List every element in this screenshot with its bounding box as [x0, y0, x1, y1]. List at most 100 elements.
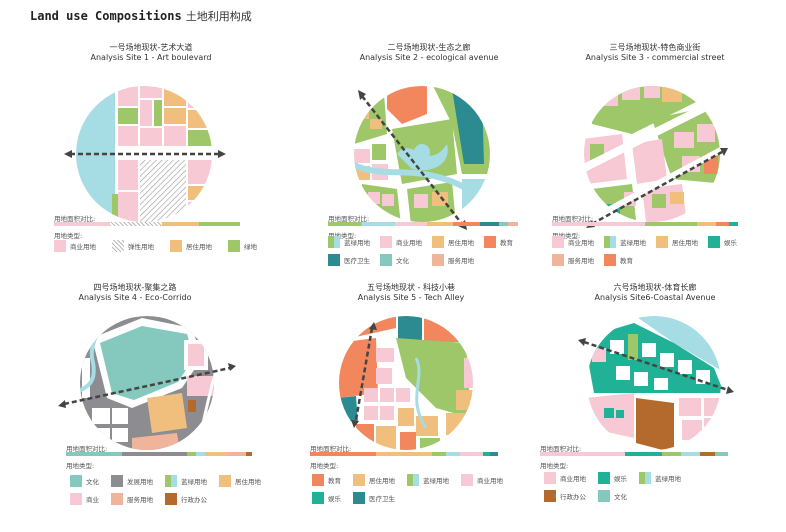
ratio-segment-culture [66, 452, 122, 456]
legend-label: 教育 [328, 477, 341, 485]
legend-item: 娱乐 [708, 236, 737, 248]
ratio-segment-residential [697, 222, 716, 226]
legend-4: 文化 发展用地 蓝绿用地 居住用地 商业 服务用地 行政办公 [70, 475, 261, 505]
legend-swatch [598, 490, 610, 502]
legend-item: 服务用地 [552, 254, 594, 266]
legend-swatch [165, 475, 177, 487]
ratio-segment-entertainment [482, 452, 491, 456]
ratio-segment-residential [161, 222, 200, 226]
site-map-4 [58, 316, 236, 450]
legend-swatch [598, 472, 610, 484]
legend-item: 服务用地 [432, 254, 474, 266]
legend-item: 医疗卫生 [328, 254, 370, 266]
legend-swatch [639, 472, 651, 484]
legend-swatch [708, 236, 720, 248]
legend-label: 弹性用地 [128, 243, 154, 251]
legend-item: 蓝绿用地 [407, 474, 449, 486]
legend-label: 医疗卫生 [344, 257, 370, 265]
legend-item: 蓝绿用地 [165, 475, 207, 487]
legend-swatch [544, 490, 556, 502]
legend-label: 发展用地 [127, 478, 153, 486]
ratio-segment-commercial [540, 452, 625, 456]
legend-item: 文化 [70, 475, 99, 487]
ratio-segment-education [715, 222, 729, 226]
legend-swatch [170, 240, 182, 252]
legend-2: 蓝绿用地 商业用地 居住用地 教育 医疗卫生 文化 服务用地 [328, 236, 513, 266]
legend-swatch [328, 236, 340, 248]
ratio-bar-6 [540, 452, 728, 456]
legend-item: 居住用地 [219, 475, 261, 487]
ratio-segment-culture [498, 222, 509, 226]
site-title-cn: 一号场地现状-艺术大道 [109, 43, 193, 52]
ratio-label: 用地面积对比: [540, 445, 582, 453]
legend-label: 文化 [396, 257, 409, 265]
legend-label: 绿地 [244, 243, 257, 251]
types-label: 用地类型: [552, 232, 581, 240]
site-title-en: Analysis Site 4 - Eco-Corrido [78, 293, 192, 302]
site-title-en: Analysis Site 2 - ecological avenue [359, 53, 499, 62]
site-map-2 [354, 86, 490, 230]
legend-label: 文化 [86, 478, 99, 486]
types-label: 用地类型: [54, 232, 83, 240]
legend-item: 商业用地 [461, 474, 503, 486]
ratio-segment-medical [490, 452, 498, 456]
legend-item: 娱乐 [598, 472, 627, 484]
ratio-label: 用地面积对比: [310, 445, 352, 453]
legend-item: 蓝绿用地 [639, 472, 681, 484]
ratio-segment-green-lblue [328, 222, 395, 226]
page-title-en: Land use Compositions [30, 9, 182, 23]
legend-label: 商业 [86, 496, 99, 504]
legend-swatch [544, 472, 556, 484]
site-title-en: Analysis Site 1 - Art boulevard [90, 53, 212, 62]
legend-swatch [604, 236, 616, 248]
site-panel-3: 三号场地现状-特色商业街 Analysis Site 3 - commercia… [524, 42, 786, 292]
site-panel-6: 六号场地现状-体育长廊 Analysis Site6-Coastal Avenu… [524, 282, 786, 532]
legend-label: 教育 [500, 239, 513, 247]
ratio-segment-entertainment [728, 222, 738, 226]
site-panel-4: 四号场地现状-聚集之路 Analysis Site 4 - Eco-Corrid… [22, 282, 284, 532]
ratio-segment-green [199, 222, 240, 226]
legend-label: 服务用地 [127, 496, 153, 504]
legend-label: 行政办公 [560, 493, 586, 501]
legend-swatch [312, 474, 324, 486]
legend-label: 居住用地 [235, 478, 261, 486]
legend-label: 居住用地 [448, 239, 474, 247]
ratio-bar-4 [66, 452, 252, 456]
legend-label: 蓝绿用地 [620, 239, 646, 247]
legend-swatch [552, 254, 564, 266]
site-title-cn: 六号场地现状-体育长廊 [613, 283, 697, 292]
legend-item: 教育 [484, 236, 513, 248]
legend-label: 娱乐 [724, 239, 737, 247]
legend-swatch [353, 474, 365, 486]
legend-label: 蓝绿用地 [655, 475, 681, 483]
legend-swatch [111, 475, 123, 487]
site-panel-5: 五号场地现状 - 科技小巷 Analysis Site 5 - Tech All… [298, 282, 560, 532]
ratio-segment-green-lblue [662, 452, 700, 456]
ratio-segment-commercial [54, 222, 110, 226]
legend-item: 行政办公 [544, 490, 586, 502]
ratio-segment-commercial [394, 222, 427, 226]
legend-label: 居住用地 [672, 239, 698, 247]
site-title-en: Analysis Site6-Coastal Avenue [594, 293, 716, 302]
legend-item: 弹性用地 [112, 240, 154, 252]
legend-swatch [111, 493, 123, 505]
ratio-segment-medical [479, 222, 499, 226]
legend-6: 商业用地 娱乐 蓝绿用地 行政办公 文化 [544, 472, 681, 502]
ratio-segment-administrative [699, 452, 715, 456]
legend-item: 娱乐 [312, 492, 341, 504]
legend-item: 服务用地 [111, 493, 153, 505]
ratio-bar-1 [54, 222, 240, 226]
legend-item: 居住用地 [432, 236, 474, 248]
legend-label: 教育 [620, 257, 633, 265]
legend-item: 商业用地 [552, 236, 594, 248]
site-title-en: Analysis Site 3 - commercial street [585, 53, 725, 62]
legend-item: 教育 [312, 474, 341, 486]
legend-label: 商业用地 [560, 475, 586, 483]
legend-label: 蓝绿用地 [181, 478, 207, 486]
ratio-bar-2 [328, 222, 518, 226]
ratio-segment-administrative [246, 452, 252, 456]
legend-item: 医疗卫生 [353, 492, 395, 504]
site-map-6 [578, 316, 734, 450]
legend-swatch [328, 254, 340, 266]
ratio-label: 用地面积对比: [552, 215, 594, 223]
